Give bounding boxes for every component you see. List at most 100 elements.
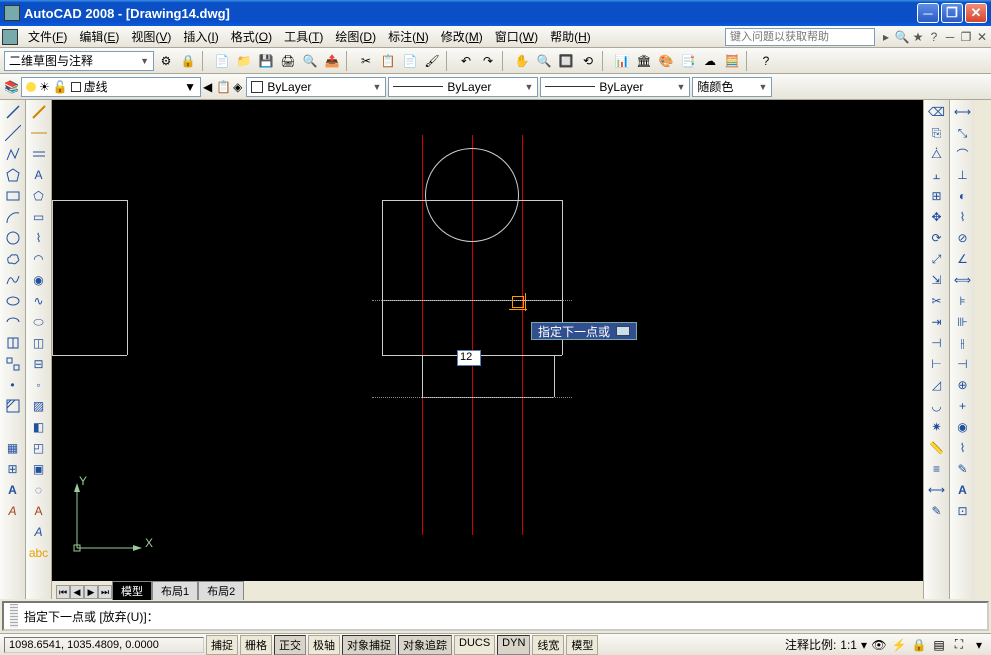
star-icon[interactable]: ★ [911, 30, 925, 44]
bnd-icon[interactable]: ◰ [29, 438, 49, 458]
spline-icon[interactable] [3, 270, 23, 290]
layout-tab-1[interactable]: 布局1 [152, 581, 198, 600]
reg2-icon[interactable]: ▣ [29, 459, 49, 479]
status-btn-极轴[interactable]: 极轴 [308, 635, 340, 655]
dimbase-icon[interactable]: ⊧ [953, 291, 973, 311]
menu-d[interactable]: 绘图(D) [329, 26, 382, 47]
anno-dd-icon[interactable]: ▾ [861, 638, 867, 652]
ellipse-arc-icon[interactable] [3, 312, 23, 332]
plotstyle-dropdown[interactable]: 随颜色 ▼ [692, 77, 772, 97]
copy2-icon[interactable]: ⎘ [927, 123, 947, 143]
dimlin-icon[interactable]: ⟷ [953, 102, 973, 122]
helix-icon[interactable]: ⌇ [29, 228, 49, 248]
break-icon[interactable]: ⊣ [927, 333, 947, 353]
markup-icon[interactable]: ☁ [700, 51, 720, 71]
menu-i[interactable]: 插入(I) [177, 26, 224, 47]
zoom-prev-icon[interactable]: ⟲ [578, 51, 598, 71]
pan-icon[interactable]: ✋ [512, 51, 532, 71]
status-btn-对象捕捉[interactable]: 对象捕捉 [342, 635, 396, 655]
dimord-icon[interactable]: ⊥ [953, 165, 973, 185]
tab-next-icon[interactable]: ▶ [84, 585, 98, 599]
block2-icon[interactable]: ◫ [29, 333, 49, 353]
grad2-icon[interactable]: ◧ [29, 417, 49, 437]
hatch2-icon[interactable]: ▨ [29, 396, 49, 416]
dimjogline-icon[interactable]: ⌇ [953, 438, 973, 458]
properties-icon[interactable]: 📊 [612, 51, 632, 71]
donut-icon[interactable]: ◉ [29, 270, 49, 290]
dimspace-icon[interactable]: ⫲ [953, 333, 973, 353]
region-icon[interactable]: ▦ [3, 438, 23, 458]
coords-display[interactable]: 1098.6541, 1035.4809, 0.0000 [4, 637, 204, 653]
array-icon[interactable]: ⊞ [927, 186, 947, 206]
menu-t[interactable]: 工具(T) [278, 26, 329, 47]
menu-n[interactable]: 标注(N) [382, 26, 435, 47]
status-btn-捕捉[interactable]: 捕捉 [206, 635, 238, 655]
table-icon[interactable]: ⊞ [3, 459, 23, 479]
diminspect-icon[interactable]: ◉ [953, 417, 973, 437]
dimtedit-icon[interactable]: A [953, 480, 973, 500]
tab-first-icon[interactable]: ⏮ [56, 585, 70, 599]
status-btn-模型[interactable]: 模型 [566, 635, 598, 655]
layer-iso-icon[interactable]: ◈ [233, 80, 242, 94]
anno-lock-icon[interactable]: 🔒 [911, 637, 927, 653]
table2-icon[interactable]: ⊟ [29, 354, 49, 374]
layer-prev-icon[interactable]: ◀ [203, 80, 212, 94]
lengthen-icon[interactable]: ⟷ [927, 480, 947, 500]
menu-v[interactable]: 视图(V) [125, 26, 177, 47]
ell2-icon[interactable]: ⬭ [29, 312, 49, 332]
menu-h[interactable]: 帮助(H) [544, 26, 597, 47]
lineweight-dropdown[interactable]: ByLayer ▼ [540, 77, 690, 97]
status-btn-DYN[interactable]: DYN [497, 635, 530, 655]
tray-icon[interactable]: ▤ [931, 637, 947, 653]
tab-last-icon[interactable]: ⏭ [98, 585, 112, 599]
erase-icon[interactable]: ⌫ [927, 102, 947, 122]
arc-icon[interactable] [3, 207, 23, 227]
tolerance-icon[interactable]: ⊕ [953, 375, 973, 395]
linetype-dropdown[interactable]: ByLayer ▼ [388, 77, 538, 97]
anno-vis-icon[interactable]: 👁 [871, 637, 887, 653]
tab-prev-icon[interactable]: ◀ [70, 585, 84, 599]
spline2-icon[interactable]: ∿ [29, 291, 49, 311]
join-icon[interactable]: ⊢ [927, 354, 947, 374]
dimcont-icon[interactable]: ⊪ [953, 312, 973, 332]
circle-icon[interactable] [3, 228, 23, 248]
workspace-dropdown[interactable]: 二维草图与注释 ▼ [4, 51, 154, 71]
clean-icon[interactable]: ⛶ [951, 637, 967, 653]
pt2-icon[interactable]: ◦ [29, 375, 49, 395]
xline-icon[interactable] [3, 123, 23, 143]
doc-min-icon[interactable]: ─ [943, 30, 957, 44]
arc2-icon[interactable]: ◠ [29, 249, 49, 269]
dimrad-icon[interactable]: ◐ [953, 186, 973, 206]
mline-icon[interactable] [29, 144, 49, 164]
rect2-icon[interactable]: ▭ [29, 207, 49, 227]
xline2-icon[interactable] [29, 123, 49, 143]
ssm-icon[interactable]: 📑 [678, 51, 698, 71]
help-btn-icon[interactable]: ? [756, 51, 776, 71]
doc-icon[interactable] [2, 29, 18, 45]
menu-w[interactable]: 窗口(W) [489, 26, 544, 47]
layer-state-icon[interactable]: 📋 [216, 80, 231, 94]
help-search-input[interactable] [725, 28, 875, 46]
plot-icon[interactable]: 🖨 [278, 51, 298, 71]
publish-icon[interactable]: 📤 [322, 51, 342, 71]
wipe-icon[interactable]: ◌ [29, 480, 49, 500]
explode-icon[interactable]: ✷ [927, 417, 947, 437]
rectangle-icon[interactable] [3, 186, 23, 206]
undo-icon[interactable]: ↶ [456, 51, 476, 71]
new-icon[interactable]: 📄 [212, 51, 232, 71]
chamfer-icon[interactable]: ◿ [927, 375, 947, 395]
hatch-icon[interactable] [3, 396, 23, 416]
align-icon[interactable]: ≡ [927, 459, 947, 479]
menu-f[interactable]: 文件(F) [22, 26, 73, 47]
toolpal-icon[interactable]: 🎨 [656, 51, 676, 71]
insert-icon[interactable] [3, 333, 23, 353]
layout-tab-0[interactable]: 模型 [112, 581, 152, 600]
doc-close-icon[interactable]: ✕ [975, 30, 989, 44]
status-btn-DUCS[interactable]: DUCS [454, 635, 495, 655]
layer-dropdown[interactable]: ☀ 🔓 虚线 ▼ [21, 77, 201, 97]
center-icon[interactable]: + [953, 396, 973, 416]
anno-scale[interactable]: 1:1 [840, 638, 857, 652]
doc-max-icon[interactable]: ❐ [959, 30, 973, 44]
dimalign-icon[interactable]: ⤡ [953, 123, 973, 143]
v-scrollbar[interactable] [975, 100, 991, 599]
